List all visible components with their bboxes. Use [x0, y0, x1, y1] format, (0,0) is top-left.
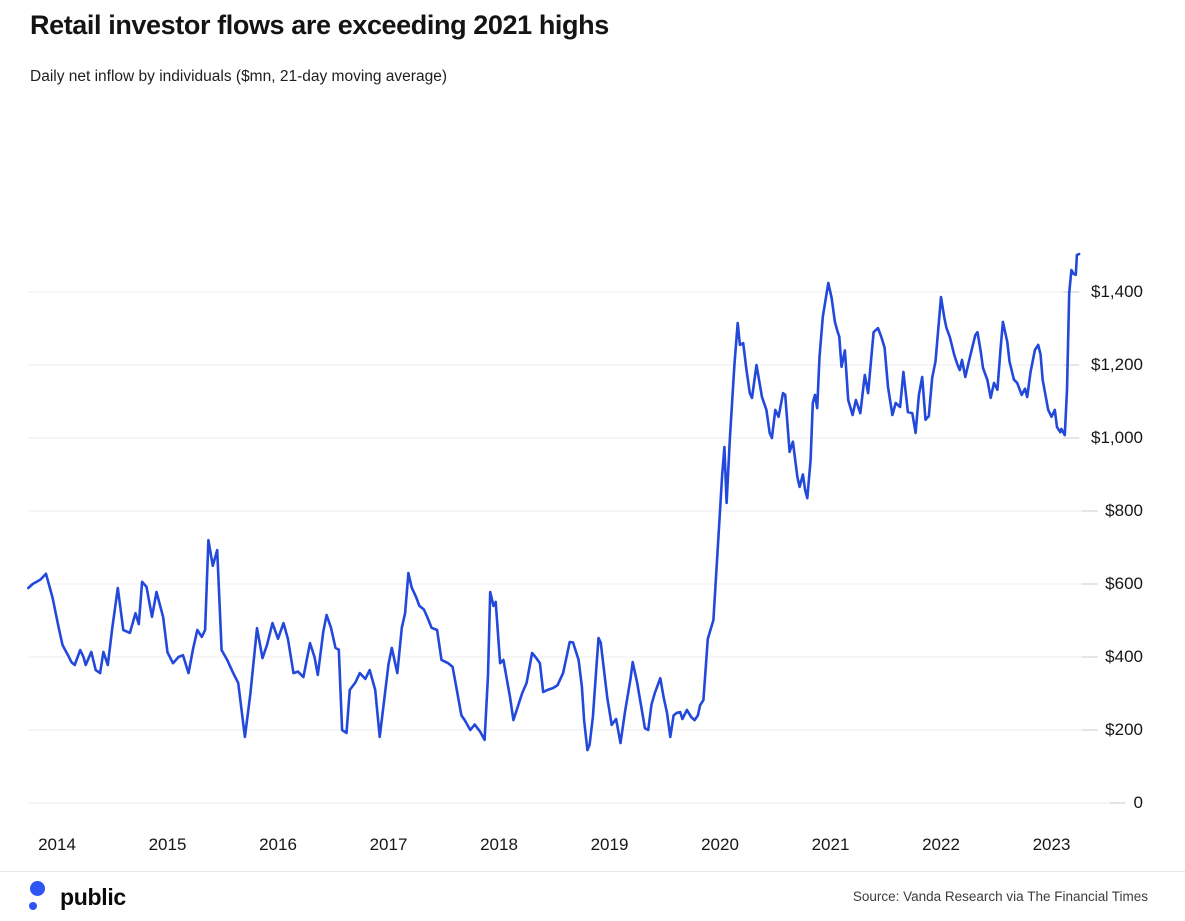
x-axis-label: 2020	[701, 835, 739, 854]
y-axis-label: 0	[1133, 793, 1143, 812]
x-axis-label: 2021	[811, 835, 850, 854]
x-axis-label: 2023	[1032, 835, 1071, 854]
chart-subtitle: Daily net inflow by individuals ($mn, 21…	[30, 68, 447, 85]
x-axis-label: 2022	[922, 835, 960, 854]
y-axis-label: $1,000	[1091, 428, 1143, 447]
x-axis-label: 2018	[480, 835, 518, 854]
x-axis-label: 2014	[38, 835, 76, 854]
public-logo: public	[29, 876, 126, 918]
chart-title: Retail investor flows are exceeding 2021…	[30, 10, 609, 40]
y-axis-label: $600	[1105, 574, 1143, 593]
x-axis-label: 2017	[369, 835, 408, 854]
footer-divider	[0, 871, 1185, 872]
gridlines-group	[28, 291, 1126, 804]
x-axis-label: 2016	[259, 835, 297, 854]
y-axis-label: $1,200	[1091, 355, 1143, 374]
y-axis-label: $200	[1105, 720, 1143, 739]
x-axis-label: 2019	[590, 835, 629, 854]
public-logo-icon	[29, 877, 56, 917]
y-axis-label: $800	[1105, 501, 1143, 520]
x-axis-label: 2015	[148, 835, 187, 854]
source-attribution: Source: Vanda Research via The Financial…	[852, 889, 1148, 904]
y-axis-label: $400	[1105, 647, 1143, 666]
logo-text: public	[60, 883, 126, 910]
series-line	[27, 252, 1081, 752]
logo-dot-big	[30, 881, 45, 896]
y-axis-label: $1,400	[1091, 282, 1143, 301]
logo-dot-small	[29, 902, 37, 910]
